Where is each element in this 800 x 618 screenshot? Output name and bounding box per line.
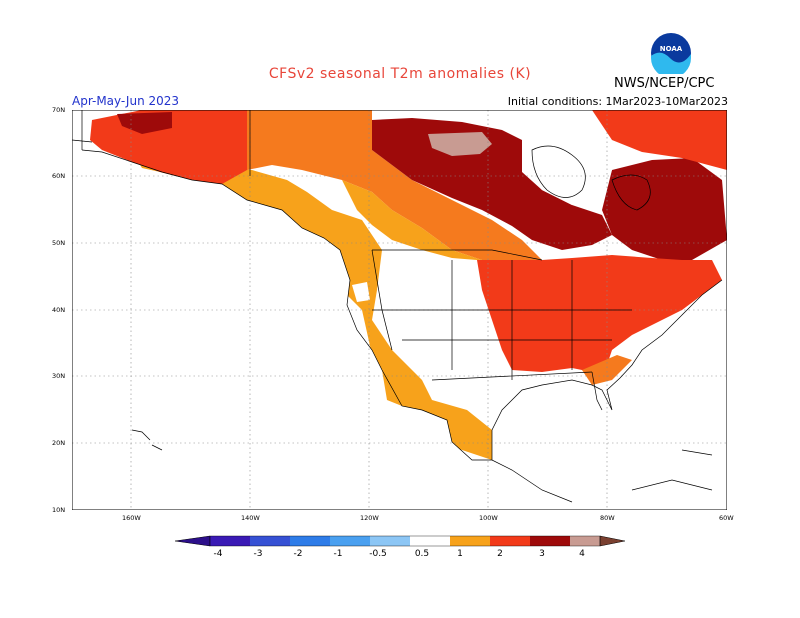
colorbar-arrow-right (599, 535, 626, 547)
colorbar-tick-label: -2 (294, 549, 303, 559)
colorbar-segment (290, 536, 330, 546)
lon-label: 100W (479, 514, 498, 522)
colorbar-tick-label: 4 (579, 549, 585, 559)
anomaly-fields (90, 110, 727, 460)
colorbar-tick-label: -4 (214, 549, 223, 559)
lon-label: 160W (122, 514, 141, 522)
colorbar-segment (570, 536, 600, 546)
anomaly-map (72, 110, 727, 510)
colorbar-segment (250, 536, 290, 546)
lat-label: 70N (52, 106, 66, 114)
lon-label: 120W (360, 514, 379, 522)
colorbar-arrow-left (174, 535, 211, 547)
lon-label: 60W (719, 514, 734, 522)
colorbar-tick-label: -1 (334, 549, 343, 559)
lon-label: 140W (241, 514, 260, 522)
colorbar-segment (370, 536, 410, 546)
lon-label: 80W (600, 514, 615, 522)
colorbar-tick-label: 1 (457, 549, 463, 559)
anomaly-region-pink (428, 132, 492, 156)
anomaly-region-arctic-east (592, 110, 727, 170)
lat-label: 40N (52, 306, 66, 314)
colorbar-tick-label: -3 (254, 549, 263, 559)
anomaly-region-us-east-orange (582, 355, 632, 385)
neutral-areas (72, 145, 727, 510)
anomaly-region-canada-red (247, 110, 542, 270)
lat-label: 60N (52, 172, 66, 180)
lat-label: 50N (52, 239, 66, 247)
colorbar-tick-label: -0.5 (369, 549, 387, 559)
noaa-logo: NOAA (651, 33, 691, 74)
anomaly-region-us-red (477, 255, 722, 380)
season-label: Apr-May-Jun 2023 (72, 94, 180, 108)
logo-text: NOAA (660, 45, 683, 53)
anomaly-region-canada-darkred (372, 118, 612, 250)
colorbar-segment (450, 536, 490, 546)
agency-label: NWS/NCEP/CPC (614, 76, 715, 91)
colorbar-segment (210, 536, 250, 546)
anomaly-region-orange-west (132, 152, 492, 460)
lat-label: 30N (52, 372, 66, 380)
colorbar-tick-label: 0.5 (415, 549, 429, 559)
map-title: CFSv2 seasonal T2m anomalies (K) (268, 66, 532, 82)
colorbar-segment (530, 536, 570, 546)
initial-conditions-label: Initial conditions: 1Mar2023-10Mar2023 (507, 95, 728, 108)
coastlines (72, 110, 723, 503)
colorbar-segment (410, 536, 450, 546)
anomaly-region-quebec (602, 158, 727, 260)
anomaly-region-canada-orange (342, 180, 482, 260)
colorbar-segment (330, 536, 370, 546)
colorbar-segment (490, 536, 530, 546)
lat-label: 10N (52, 506, 66, 514)
colorbar-tick-label: 3 (539, 549, 545, 559)
colorbar-tick-label: 2 (497, 549, 503, 559)
lat-label: 20N (52, 439, 66, 447)
colorbar-legend: -4 -3 -2 -1 -0.5 0.5 1 2 3 4 (174, 535, 626, 559)
graticule (72, 110, 727, 510)
